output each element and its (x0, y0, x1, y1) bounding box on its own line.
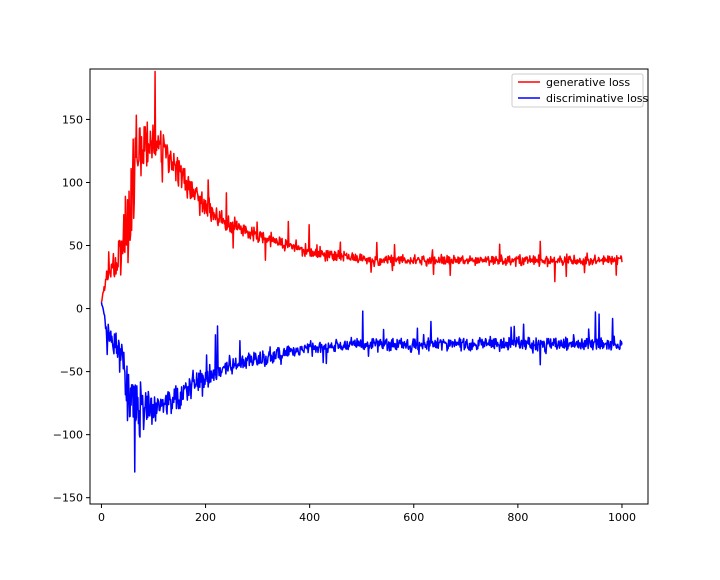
x-tick-label: 200 (195, 511, 216, 524)
legend-label-discriminative: discriminative loss (546, 92, 649, 105)
x-tick-label: 0 (98, 511, 105, 524)
y-tick-label: 50 (69, 240, 83, 253)
series-layer (100, 70, 623, 473)
y-tick-label: 0 (76, 303, 83, 316)
plot-area (90, 69, 648, 504)
series-line-generative-loss (100, 70, 623, 303)
y-tick-label: 150 (62, 113, 83, 126)
x-tick-label: 1000 (608, 511, 636, 524)
series-line-discriminative-loss (100, 302, 623, 473)
axes-layer (89, 68, 649, 505)
x-tick-label: 600 (403, 511, 424, 524)
y-tick-label: −50 (60, 366, 83, 379)
y-tick-label: 100 (62, 176, 83, 189)
x-tick-label: 400 (299, 511, 320, 524)
legend: generative loss discriminative loss (511, 73, 649, 108)
x-axis: 0 200 400 600 800 1000 (98, 504, 636, 524)
y-axis: −150 −100 −50 0 50 100 150 (53, 113, 90, 505)
y-tick-label: −150 (53, 492, 83, 505)
x-tick-label: 800 (507, 511, 528, 524)
axes-frame (89, 68, 649, 505)
y-tick-label: −100 (53, 429, 83, 442)
legend-label-generative: generative loss (546, 76, 630, 89)
legend-box (511, 73, 644, 108)
